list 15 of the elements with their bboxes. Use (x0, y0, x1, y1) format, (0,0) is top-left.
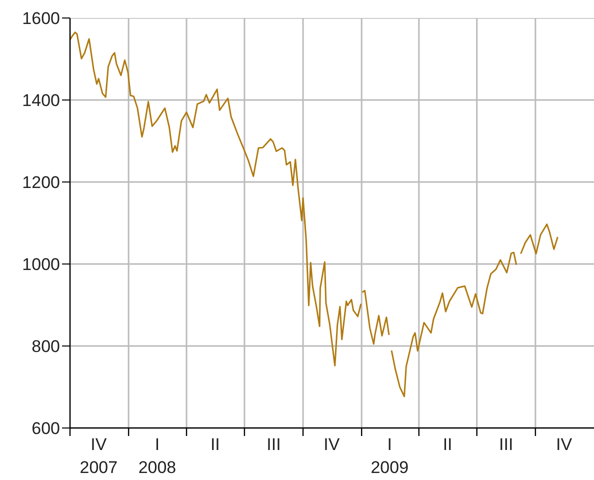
x-tick-label: IV 2007 (80, 435, 118, 477)
x-tick-label: I 2008 (138, 435, 176, 477)
x-tick-label: II (210, 435, 220, 454)
x-tick-label: IV (556, 435, 573, 454)
y-tick-label: 1000 (22, 255, 60, 274)
y-tick-label: 800 (32, 337, 60, 356)
x-tick-label: IV (324, 435, 340, 454)
x-tick-label: I 2009 (370, 435, 409, 477)
y-tick-label: 1400 (22, 91, 60, 110)
y-tick-label: 600 (32, 419, 60, 438)
y-tick-label: 1600 (22, 9, 60, 28)
y-tick-label: 1200 (22, 173, 60, 192)
x-tick-label: III (266, 435, 281, 454)
x-tick-label: II (442, 435, 452, 454)
x-tick-label: III (499, 435, 514, 454)
